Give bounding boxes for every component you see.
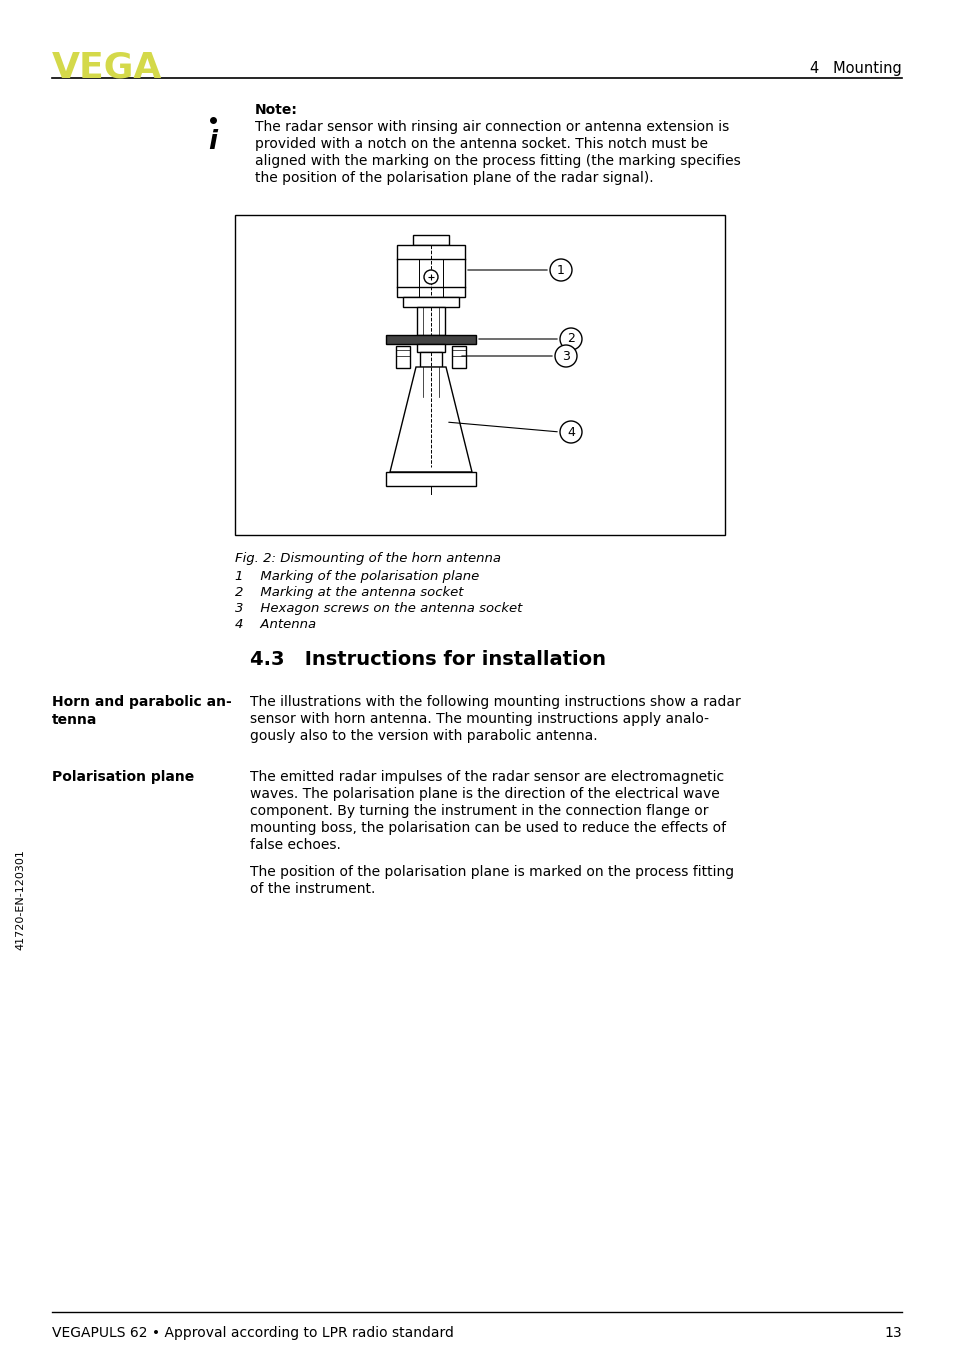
Text: The emitted radar impulses of the radar sensor are electromagnetic: The emitted radar impulses of the radar … (250, 770, 723, 784)
Text: 4: 4 (566, 425, 575, 439)
Bar (416, 307, 444, 334)
Text: Polarisation plane: Polarisation plane (52, 770, 194, 784)
Circle shape (423, 269, 437, 284)
Bar (386, 473, 476, 486)
Text: mounting boss, the polarisation can be used to reduce the effects of: mounting boss, the polarisation can be u… (250, 821, 725, 835)
Text: waves. The polarisation plane is the direction of the electrical wave: waves. The polarisation plane is the dir… (250, 787, 719, 802)
Text: Horn and parabolic an-
tenna: Horn and parabolic an- tenna (52, 695, 232, 727)
Text: 1: 1 (557, 264, 564, 276)
Text: aligned with the marking on the process fitting (the marking specifies: aligned with the marking on the process … (254, 154, 740, 168)
Text: The position of the polarisation plane is marked on the process fitting: The position of the polarisation plane i… (250, 865, 734, 879)
Text: VEGAPULS 62 • Approval according to LPR radio standard: VEGAPULS 62 • Approval according to LPR … (52, 1326, 454, 1340)
Text: VEGA: VEGA (52, 51, 162, 85)
Bar (395, 347, 410, 368)
Text: Note:: Note: (254, 103, 297, 116)
Text: component. By turning the instrument in the connection flange or: component. By turning the instrument in … (250, 804, 708, 818)
Text: Fig. 2: Dismounting of the horn antenna: Fig. 2: Dismounting of the horn antenna (234, 552, 500, 565)
Text: 3    Hexagon screws on the antenna socket: 3 Hexagon screws on the antenna socket (234, 603, 522, 615)
Bar (419, 352, 441, 367)
Circle shape (555, 345, 577, 367)
Bar (386, 334, 476, 344)
Bar (452, 347, 465, 368)
Text: 3: 3 (561, 349, 569, 363)
Text: 1    Marking of the polarisation plane: 1 Marking of the polarisation plane (234, 570, 478, 584)
Bar (413, 236, 449, 245)
Text: 4   Mounting: 4 Mounting (809, 61, 901, 76)
Text: 2    Marking at the antenna socket: 2 Marking at the antenna socket (234, 586, 463, 598)
Text: 4    Antenna: 4 Antenna (234, 617, 315, 631)
Circle shape (559, 421, 581, 443)
Text: 4.3   Instructions for installation: 4.3 Instructions for installation (250, 650, 605, 669)
Text: 41720-EN-120301: 41720-EN-120301 (15, 849, 25, 951)
Text: provided with a notch on the antenna socket. This notch must be: provided with a notch on the antenna soc… (254, 137, 707, 152)
Bar (402, 297, 458, 307)
Bar (396, 245, 464, 297)
Polygon shape (390, 367, 472, 473)
Text: The illustrations with the following mounting instructions show a radar: The illustrations with the following mou… (250, 695, 740, 709)
Text: 2: 2 (566, 333, 575, 345)
Text: 13: 13 (883, 1326, 901, 1340)
Text: i: i (209, 129, 217, 154)
Circle shape (559, 328, 581, 349)
Bar (234, 215, 724, 535)
Text: the position of the polarisation plane of the radar signal).: the position of the polarisation plane o… (254, 171, 653, 185)
Bar (416, 344, 444, 352)
Text: sensor with horn antenna. The mounting instructions apply analo-: sensor with horn antenna. The mounting i… (250, 712, 708, 726)
Circle shape (550, 259, 572, 282)
Text: gously also to the version with parabolic antenna.: gously also to the version with paraboli… (250, 728, 597, 743)
Text: The radar sensor with rinsing air connection or antenna extension is: The radar sensor with rinsing air connec… (254, 121, 728, 134)
Text: false echoes.: false echoes. (250, 838, 340, 852)
Text: of the instrument.: of the instrument. (250, 881, 375, 896)
